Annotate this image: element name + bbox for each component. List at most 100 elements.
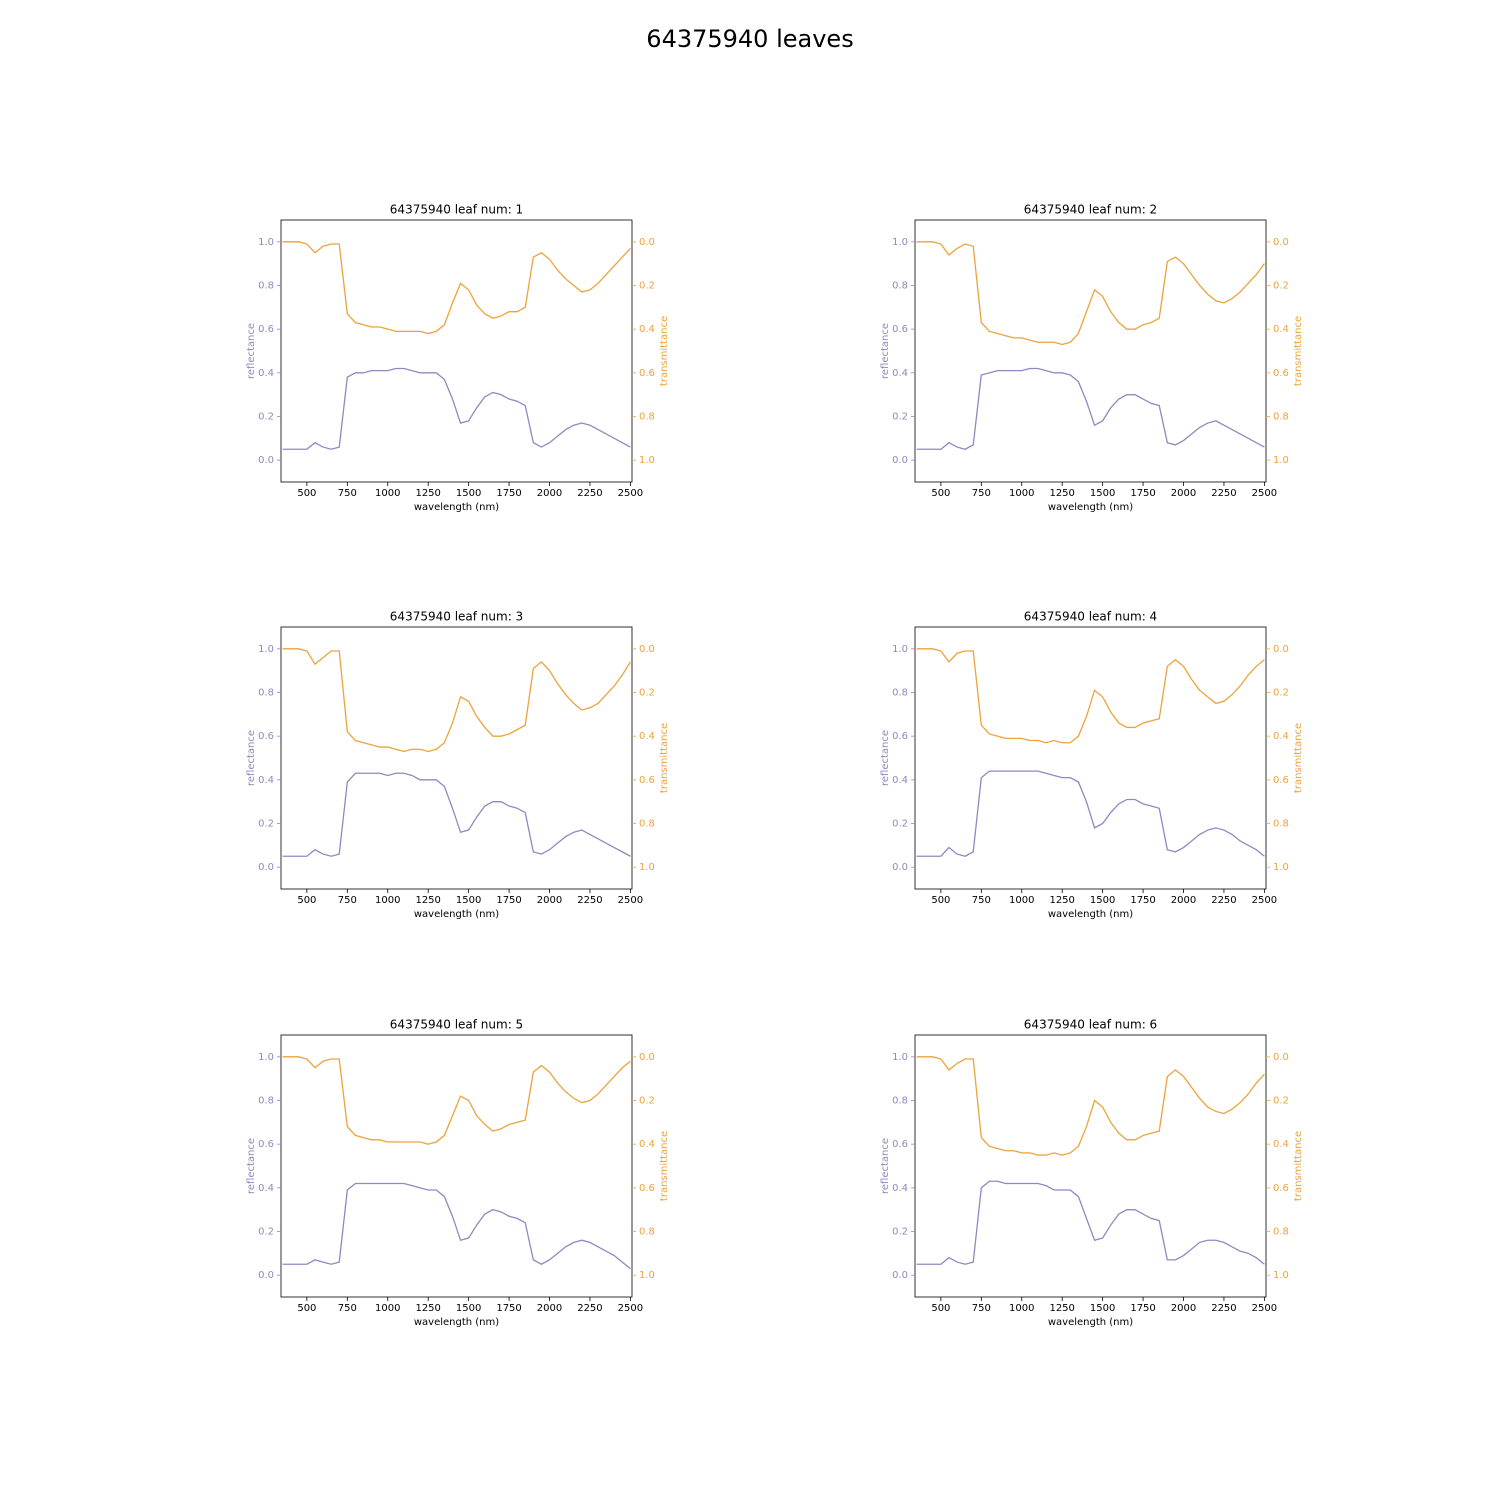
x-tick-label: 500 <box>297 895 316 906</box>
y-tick-label: 0.4 <box>892 1183 908 1194</box>
y-tick-label: 0.8 <box>892 688 908 699</box>
y-tick-label: 0.8 <box>258 688 274 699</box>
x-tick-label: 1750 <box>496 895 521 906</box>
figure-title: 64375940 leaves <box>646 25 853 53</box>
x-tick-label: 750 <box>338 488 357 499</box>
y2-tick-label: 0.0 <box>639 1052 655 1063</box>
y-tick-label: 0.8 <box>892 281 908 292</box>
x-tick-label: 2000 <box>537 895 562 906</box>
x-tick-label: 2250 <box>1211 1303 1236 1314</box>
y-tick-label: 0.6 <box>258 324 274 335</box>
y-tick-label: 0.4 <box>892 368 908 379</box>
x-tick-label: 500 <box>931 895 950 906</box>
y2-axis-label: transmittance <box>659 1131 670 1201</box>
x-tick-label: 1000 <box>1009 488 1034 499</box>
subplot-title: 64375940 leaf num: 2 <box>1024 203 1157 217</box>
y-tick-label: 0.2 <box>892 1227 908 1238</box>
x-tick-label: 1750 <box>1130 895 1155 906</box>
y-tick-label: 0.0 <box>258 862 274 873</box>
y-tick-label: 1.0 <box>258 644 274 655</box>
x-tick-label: 2500 <box>618 1303 643 1314</box>
x-tick-label: 2250 <box>1211 895 1236 906</box>
plot-frame <box>914 1034 1267 1298</box>
y-axis-label: reflectance <box>880 1138 891 1194</box>
subplot-title: 64375940 leaf num: 4 <box>1024 610 1157 624</box>
x-tick-label: 1500 <box>1090 895 1115 906</box>
y-tick-label: 1.0 <box>892 644 908 655</box>
x-axis-label: wavelength (nm) <box>1048 909 1133 920</box>
x-tick-label: 2500 <box>1252 895 1277 906</box>
y2-tick-label: 0.6 <box>639 368 655 379</box>
y-tick-label: 0.0 <box>892 1270 908 1281</box>
plot-frame <box>280 219 633 483</box>
y-axis-label: reflectance <box>246 323 257 379</box>
y-tick-label: 1.0 <box>892 237 908 248</box>
plot-frame <box>280 1034 633 1298</box>
y2-tick-label: 1.0 <box>1273 1270 1289 1281</box>
y-axis-label: reflectance <box>880 323 891 379</box>
y2-tick-label: 0.8 <box>1273 819 1289 830</box>
x-tick-label: 2500 <box>1252 488 1277 499</box>
x-axis-label: wavelength (nm) <box>414 909 499 920</box>
y2-tick-label: 0.2 <box>639 688 655 699</box>
x-tick-label: 2250 <box>577 1303 602 1314</box>
x-tick-label: 1500 <box>456 488 481 499</box>
y-tick-label: 0.2 <box>892 819 908 830</box>
x-tick-label: 1000 <box>1009 895 1034 906</box>
subplot-title: 64375940 leaf num: 1 <box>390 203 523 217</box>
series-line <box>916 648 1265 744</box>
x-tick-label: 1750 <box>1130 488 1155 499</box>
y-tick-label: 0.8 <box>258 1096 274 1107</box>
x-tick-label: 2500 <box>618 488 643 499</box>
y-tick-label: 0.6 <box>258 1139 274 1150</box>
series-line <box>282 241 631 335</box>
y-tick-label: 0.8 <box>892 1096 908 1107</box>
x-tick-label: 1750 <box>1130 1303 1155 1314</box>
x-axis-label: wavelength (nm) <box>1048 1317 1133 1328</box>
y2-tick-label: 0.4 <box>639 324 655 335</box>
x-tick-label: 2250 <box>1211 488 1236 499</box>
y2-tick-label: 0.4 <box>1273 324 1289 335</box>
y-tick-label: 1.0 <box>892 1052 908 1063</box>
y-tick-label: 0.6 <box>892 324 908 335</box>
y-tick-label: 0.8 <box>258 281 274 292</box>
y-tick-label: 0.0 <box>258 455 274 466</box>
y-tick-label: 0.0 <box>892 455 908 466</box>
x-tick-label: 500 <box>931 488 950 499</box>
y2-axis-label: transmittance <box>659 723 670 793</box>
x-tick-label: 1250 <box>1049 1303 1074 1314</box>
y-axis-label: reflectance <box>246 730 257 786</box>
x-tick-label: 500 <box>297 488 316 499</box>
y-tick-label: 0.4 <box>892 775 908 786</box>
y2-tick-label: 0.6 <box>1273 368 1289 379</box>
y2-tick-label: 0.2 <box>639 1096 655 1107</box>
series-line <box>282 648 631 753</box>
y-tick-label: 0.4 <box>258 775 274 786</box>
y-tick-label: 0.2 <box>258 819 274 830</box>
series-line <box>916 1056 1265 1156</box>
y2-tick-label: 1.0 <box>1273 862 1289 873</box>
plot-frame <box>914 219 1267 483</box>
x-tick-label: 2500 <box>618 895 643 906</box>
y2-tick-label: 1.0 <box>1273 455 1289 466</box>
y2-tick-label: 0.2 <box>1273 281 1289 292</box>
y-tick-label: 0.2 <box>892 412 908 423</box>
y2-tick-label: 0.0 <box>639 644 655 655</box>
x-tick-label: 1000 <box>375 895 400 906</box>
x-tick-label: 2000 <box>537 1303 562 1314</box>
series-line <box>916 770 1265 857</box>
y2-tick-label: 0.6 <box>1273 1183 1289 1194</box>
x-tick-label: 1500 <box>456 1303 481 1314</box>
y2-tick-label: 0.2 <box>639 281 655 292</box>
plot-frame <box>914 626 1267 890</box>
x-tick-label: 2250 <box>577 488 602 499</box>
y-tick-label: 1.0 <box>258 1052 274 1063</box>
y2-tick-label: 0.2 <box>1273 688 1289 699</box>
x-tick-label: 1000 <box>375 488 400 499</box>
x-tick-label: 2000 <box>1171 1303 1196 1314</box>
x-tick-label: 2000 <box>1171 895 1196 906</box>
x-axis-label: wavelength (nm) <box>414 1317 499 1328</box>
series-line <box>916 241 1265 346</box>
y2-tick-label: 0.6 <box>639 1183 655 1194</box>
x-tick-label: 750 <box>338 895 357 906</box>
